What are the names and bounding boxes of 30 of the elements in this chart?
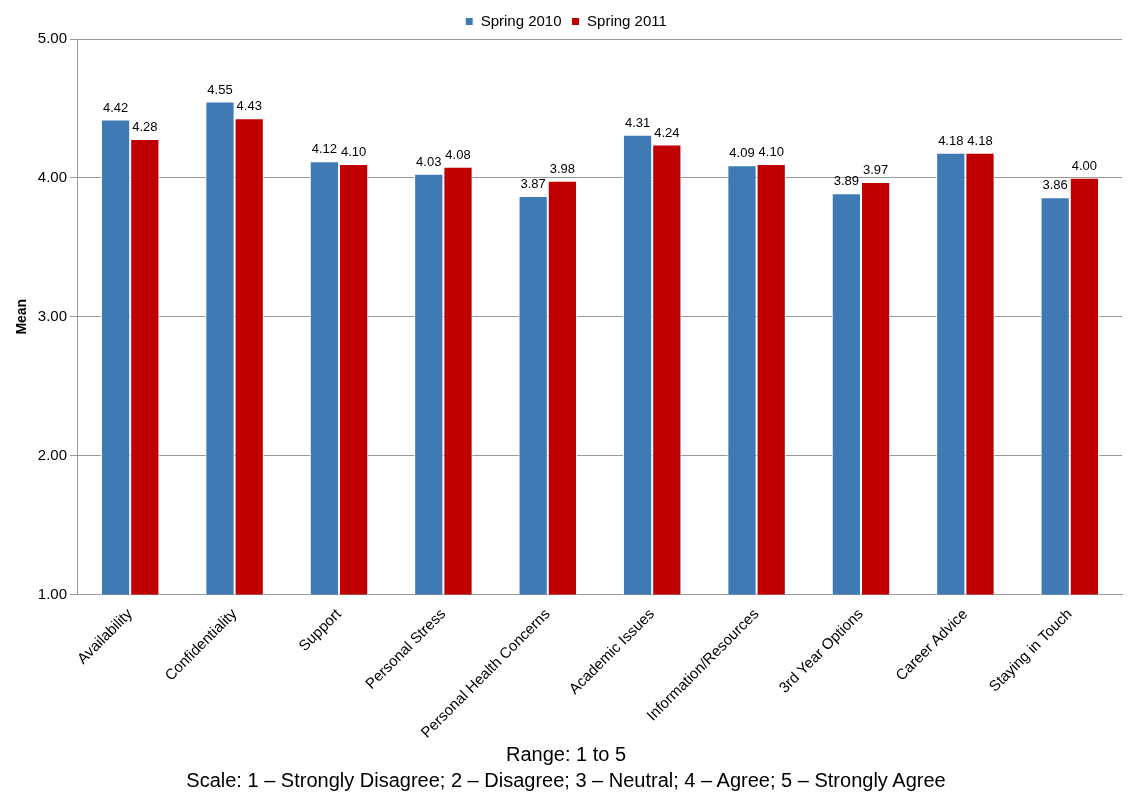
y-axis-title: Mean xyxy=(13,298,30,335)
text: Range: 1 to 5 xyxy=(504,742,628,767)
y-tick-label: 1.00 xyxy=(37,584,67,602)
y-tick-label: 2.00 xyxy=(37,445,67,463)
data-label: 3.87 xyxy=(520,176,546,191)
y-tick-label: 4.00 xyxy=(37,168,67,186)
data-label: 4.42 xyxy=(102,99,129,115)
y-tick-label: 5.00 xyxy=(37,29,67,47)
data-label: 4.43 xyxy=(236,98,262,114)
legend-label: Spring 2010 xyxy=(480,11,562,29)
data-label: 3.89 xyxy=(833,173,860,189)
y-tick-label: 3.00 xyxy=(37,306,67,324)
data-label: 4.55 xyxy=(207,81,233,97)
data-label: 4.18 xyxy=(938,132,964,148)
data-label: 3.86 xyxy=(1042,177,1068,193)
data-label: 4.31 xyxy=(624,114,651,130)
data-label: 4.08 xyxy=(445,146,471,162)
data-label: 4.28 xyxy=(132,119,158,135)
data-label: 4.24 xyxy=(654,124,680,140)
data-label: 3.97 xyxy=(862,162,889,178)
data-label: 4.03 xyxy=(416,153,442,169)
legend-label: Spring 2011 xyxy=(587,11,667,29)
data-label: 4.18 xyxy=(967,132,993,148)
data-label: 4.00 xyxy=(1071,157,1098,173)
data-label: 4.09 xyxy=(729,145,755,161)
data-label: 4.10 xyxy=(758,144,784,160)
text: Scale: 1 – Strongly Disagree; 2 – Disagree; 3 – Neutral; 4 – Agree; 5 – Strongly Agree xyxy=(185,768,947,793)
data-label: 3.98 xyxy=(549,160,576,176)
data-label: 4.10 xyxy=(340,144,367,160)
data-label: 4.12 xyxy=(311,141,338,157)
